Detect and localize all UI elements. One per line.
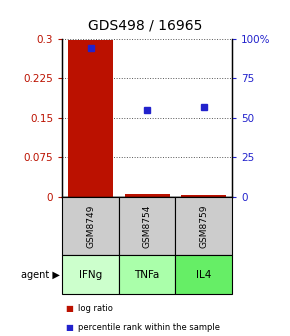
Text: ■: ■ — [65, 304, 73, 313]
Text: log ratio: log ratio — [78, 304, 113, 313]
Text: IL4: IL4 — [196, 270, 211, 280]
Text: agent ▶: agent ▶ — [21, 270, 59, 280]
Text: ■: ■ — [65, 323, 73, 332]
Bar — [68, 40, 113, 197]
Text: GSM8749: GSM8749 — [86, 204, 95, 248]
Text: GSM8754: GSM8754 — [143, 204, 152, 248]
Bar — [125, 195, 170, 197]
Bar — [181, 195, 226, 197]
Text: TNFa: TNFa — [135, 270, 160, 280]
Text: GSM8759: GSM8759 — [199, 204, 208, 248]
Text: GDS498 / 16965: GDS498 / 16965 — [88, 18, 202, 33]
Text: IFNg: IFNg — [79, 270, 102, 280]
Text: percentile rank within the sample: percentile rank within the sample — [78, 323, 220, 332]
